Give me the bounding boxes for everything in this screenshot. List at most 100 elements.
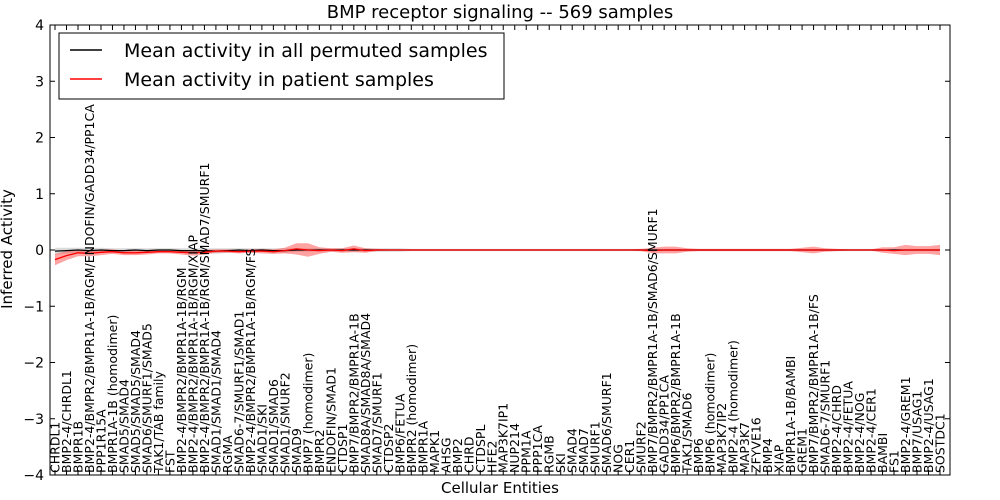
x-tick-label: CTDSP2 (381, 424, 396, 473)
x-tick-label: BMP2-4/BMPR2/BMPR1A-1B/RGM/SMAD7/SMURF1 (197, 163, 212, 473)
x-tick-label: RGMA (220, 435, 235, 473)
x-tick-label: BMP2-4 (homodimer) (726, 340, 741, 473)
x-tick-label: BAMBI (875, 433, 890, 473)
x-tick-label: BMP6 (homodimer) (703, 353, 718, 473)
x-tick-label: NUP214 (507, 423, 522, 473)
x-tick-label: BMPR1B (71, 421, 86, 473)
x-tick-label: MAP3K7IP1 (496, 403, 511, 473)
x-tick-label: SMAD5/SMAD5/SMAD4 (128, 330, 143, 473)
x-tick-label: BMP2-4/CER1 (864, 388, 879, 473)
x-tick-label: MAP3K7IP2 (714, 403, 729, 473)
x-tick-label: BMP7/BMPR2/BMPR1A-1B/SMAD6/SMURF1 (645, 208, 660, 473)
y-tick-label: 4 (35, 18, 44, 34)
legend-box (58, 32, 505, 100)
x-tick-label: ENDOFIN/SMAD1 (323, 367, 338, 473)
y-tick-label: −4 (23, 468, 44, 484)
x-tick-label: SMAD5/SMAD4 (117, 379, 132, 473)
x-tick-label: BMP7/USAG1 (910, 391, 925, 473)
x-tick-label: SOSTDC1 (933, 413, 948, 473)
x-tick-label: NOG (611, 444, 626, 473)
y-tick-label: −3 (23, 412, 44, 428)
x-tick-label: BMP2-4/CHRDL1 (59, 370, 74, 473)
x-tick-label: FS1 (887, 450, 902, 473)
y-axis-ticks: −4 −3 −2 −1 0 1 2 3 4 (23, 18, 950, 484)
x-tick-label: PPM1A (519, 430, 534, 473)
x-tick-label: BMPR1A-1B (homodimer) (105, 315, 120, 473)
y-tick-label: 2 (35, 131, 44, 147)
x-tick-label: BMP6 (691, 438, 706, 473)
x-tick-label: SMURF2 (634, 421, 649, 473)
x-tick-label: ZFYVE16 (749, 417, 764, 473)
x-tick-label: BMP2-4/NOG (852, 393, 867, 473)
x-tick-label: SKI (553, 453, 568, 473)
x-tick-label: HFE2 (484, 441, 499, 473)
legend: Mean activity in all permuted samples Me… (58, 32, 505, 100)
x-tick-label: SMAD9 (289, 428, 304, 473)
x-axis-ticks (54, 25, 941, 475)
x-tick-label: PPP1CA (530, 425, 545, 473)
x-tick-label: SMAD1/SMAD6 (266, 379, 281, 473)
x-tick-label: BMP7 (homodimer) (300, 353, 315, 473)
legend-permuted-label: Mean activity in all permuted samples (124, 40, 487, 62)
x-tick-label: BMP2-4/BMPR2/BMPR1A-1B/RGM/ENDOFIN/GADD3… (82, 104, 97, 473)
x-tick-label: BMP2-4/BMPR2/BMPR1A-1B/RGM (174, 268, 189, 474)
x-tick-label: SMAD4 (565, 428, 580, 473)
x-tick-label: GREM1 (795, 428, 810, 473)
x-tick-label: CER1 (622, 440, 637, 473)
x-tick-label: TAK1/TAB family (151, 370, 166, 474)
x-tick-label: BMP6/BMPR2/BMPR1A-1B (668, 313, 683, 473)
x-tick-label: BMP2-4/FETUA (841, 381, 856, 473)
x-tick-label: SMAD6/SMURF1/SMAD5 (139, 323, 154, 473)
x-tick-label: PPP1R15A (94, 409, 109, 473)
x-tick-label: BMP6/FETUA (392, 393, 407, 473)
y-tick-label: 1 (35, 187, 44, 203)
x-tick-label: GADD34/PP1CA (657, 375, 672, 473)
x-tick-label: SMAD1/SMAD1/SMAD4 (208, 330, 223, 473)
x-tick-label: SMAD6-7/SMURF1 (818, 360, 833, 473)
x-axis-label: Cellular Entities (441, 479, 559, 497)
x-tick-label: SMAD6-7/SMURF1/SMAD1 (231, 311, 246, 473)
x-tick-label: BMP2-4/BMPR2/BMPR1A-1B/RGM/FS (243, 248, 258, 473)
x-tick-label: BMP2-4/CHRD (829, 385, 844, 473)
x-tick-label: XIAP (772, 444, 787, 473)
x-tick-label: SMAD1/SMURF2 (277, 372, 292, 473)
y-tick-label: 3 (35, 74, 44, 90)
x-tick-label: BMPR1A (415, 420, 430, 473)
x-tick-label: RGMB (542, 435, 557, 473)
x-tick-label: BMPR1A-1B/BAMBI (783, 356, 798, 473)
x-tick-label: SMAD7/SMURF1 (369, 372, 384, 473)
y-tick-label: −1 (23, 299, 44, 315)
x-tick-label: BMP2-4/USAG1 (921, 378, 936, 473)
x-tick-label: BMP4 (760, 438, 775, 473)
x-tick-label: BMP2-4/GREM1 (898, 376, 913, 473)
x-tick-label: FST (162, 450, 177, 473)
x-tick-label: BMP7/BMPR2/BMPR1A-1B (346, 313, 361, 473)
x-tick-label: CHRDL1 (48, 422, 63, 473)
x-tick-labels: CHRDL1BMP2-4/CHRDL1BMPR1BBMP2-4/BMPR2/BM… (48, 104, 948, 474)
x-tick-label: MAPK1 (427, 430, 442, 473)
x-tick-label: BMP7/BMPR2/BMPR1A-1B/FS (806, 294, 821, 473)
x-tick-label: CTDSP1 (335, 424, 350, 473)
legend-patient-label: Mean activity in patient samples (124, 69, 434, 91)
x-tick-label: CTDSPL (473, 425, 488, 473)
x-tick-label: BMPR2 (312, 429, 327, 473)
x-tick-label: BMP2-4/BMPR2/BMPR1A-1B/RGM/XIAP (185, 234, 200, 473)
y-tick-label: 0 (35, 243, 44, 259)
y-axis-label: Inferred Activity (0, 189, 16, 309)
line-patient (54, 248, 940, 261)
chart-title: BMP receptor signaling -- 569 samples (327, 2, 674, 23)
x-tick-label: SMAD8A/SMAD8A/SMAD4 (358, 313, 373, 473)
x-tick-label: SMURF1 (588, 421, 603, 473)
series-lines (54, 248, 940, 261)
x-tick-label: CHRD (461, 437, 476, 473)
x-tick-label: BMP2 (450, 438, 465, 473)
x-tick-label: SMAD7 (576, 428, 591, 473)
y-tick-label: −2 (23, 356, 44, 372)
x-tick-label: SMAD1/SKI (254, 404, 269, 473)
x-tick-label: SMAD6/SMURF1 (599, 372, 614, 473)
x-tick-label: AHSG (438, 437, 453, 473)
x-tick-label: BMPR2 (homodimer) (404, 344, 419, 473)
x-tick-label: TAK1/SMAD6 (680, 393, 695, 474)
x-tick-label: MAP3K7 (737, 422, 752, 473)
